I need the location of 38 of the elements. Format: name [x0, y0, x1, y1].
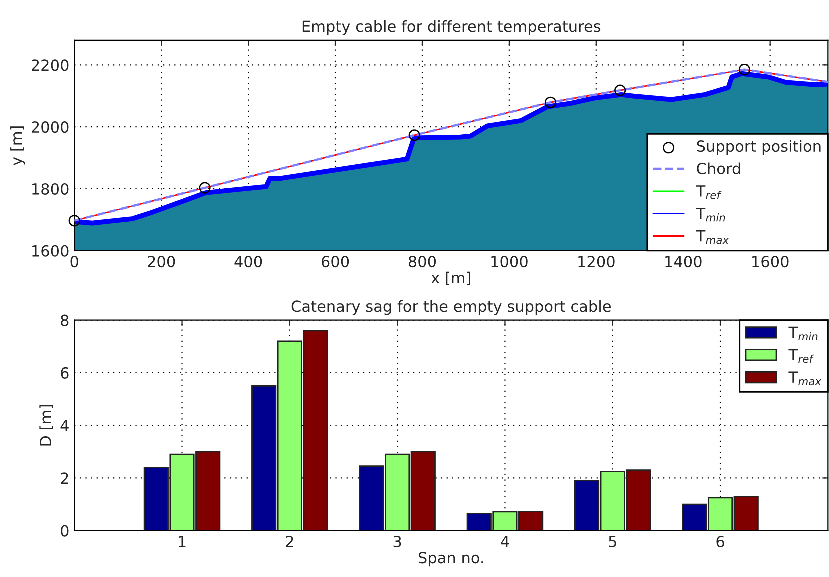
legend-label: Chord [697, 162, 740, 175]
legend-label: T$_{min}$ [788, 326, 818, 341]
x-tick-label: 1000 [492, 256, 528, 268]
legend-label: T$_{ref}$ [788, 349, 814, 364]
y-tick-label: 1600 [32, 245, 69, 257]
x-tick-label: 3 [394, 536, 402, 548]
x-axis-title: Span no. [418, 552, 484, 567]
x-tick-label: 5 [609, 536, 616, 548]
x-tick-label: 1 [179, 536, 186, 548]
y-tick-label: 8 [61, 314, 69, 326]
x-tick-label: 0 [70, 256, 78, 268]
y-tick-label: 2 [61, 472, 68, 484]
x-tick-label: 1400 [666, 256, 702, 268]
x-tick-label: 200 [148, 256, 176, 268]
x-tick-label: 1600 [752, 256, 789, 268]
x-tick-label: 400 [234, 256, 262, 268]
x-axis-title: x [m] [431, 272, 470, 286]
x-tick-label: 600 [322, 256, 350, 268]
y-tick-label: 1800 [32, 183, 69, 195]
y-axis-title: y [m] [10, 126, 26, 166]
chart-title: Empty cable for different temperatures [302, 20, 601, 36]
legend-label: T$_{ref}$ [696, 186, 722, 200]
legend-label: T$_{max}$ [696, 230, 730, 244]
x-tick-label: 4 [501, 536, 510, 548]
legend-label: Support position [697, 140, 821, 156]
x-tick-label: 800 [408, 256, 436, 268]
x-tick-label: 6 [716, 536, 724, 548]
x-tick-label: 2 [286, 536, 294, 548]
y-axis-title: D [m] [40, 405, 54, 446]
y-tick-label: 2000 [32, 122, 69, 134]
y-tick-label: 4 [60, 420, 69, 432]
legend-label: T$_{max}$ [788, 372, 822, 386]
legend-label: T$_{min}$ [696, 208, 726, 222]
y-tick-label: 6 [61, 367, 69, 379]
x-tick-label: 1200 [578, 256, 615, 268]
chart-title: Catenary sag for the empty support cable [292, 300, 611, 316]
y-tick-label: 0 [61, 525, 69, 537]
y-tick-label: 2200 [32, 60, 69, 72]
